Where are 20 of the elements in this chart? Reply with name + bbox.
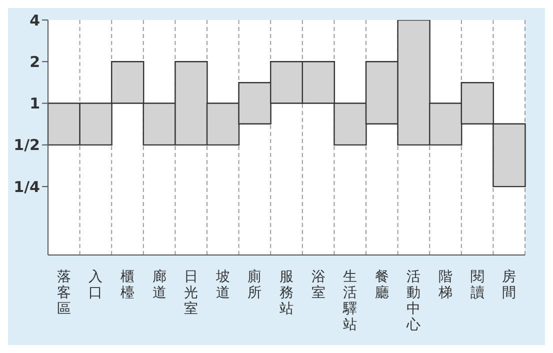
x-tick-label: 活動中心 [406, 269, 421, 333]
x-tick-label: 落客區 [56, 269, 71, 317]
y-tick-label: 1/2 [14, 136, 40, 154]
x-tick-label: 服務站 [280, 269, 294, 317]
y-tick-label: 4 [30, 11, 40, 30]
x-tick-label: 餐廳 [374, 269, 389, 301]
x-tick-label: 生活驛站 [342, 269, 358, 333]
x-tick-label: 階梯 [438, 269, 452, 301]
x-tick-label: 廁所 [248, 269, 262, 301]
x-tick-label: 閱讀 [470, 269, 484, 301]
y-tick-label: 1 [30, 94, 40, 113]
x-tick-label: 日光室 [184, 269, 198, 317]
x-tick-label: 櫃檯 [120, 269, 134, 301]
x-tick-label: 入口 [88, 269, 103, 301]
x-tick-label: 廊道 [152, 269, 166, 301]
x-tick-label: 房間 [502, 269, 516, 301]
x-tick-label: 浴室 [311, 269, 326, 301]
y-tick-label: 2 [30, 52, 40, 71]
y-tick-label: 1/4 [14, 178, 40, 196]
x-tick-label: 坡道 [214, 269, 230, 301]
